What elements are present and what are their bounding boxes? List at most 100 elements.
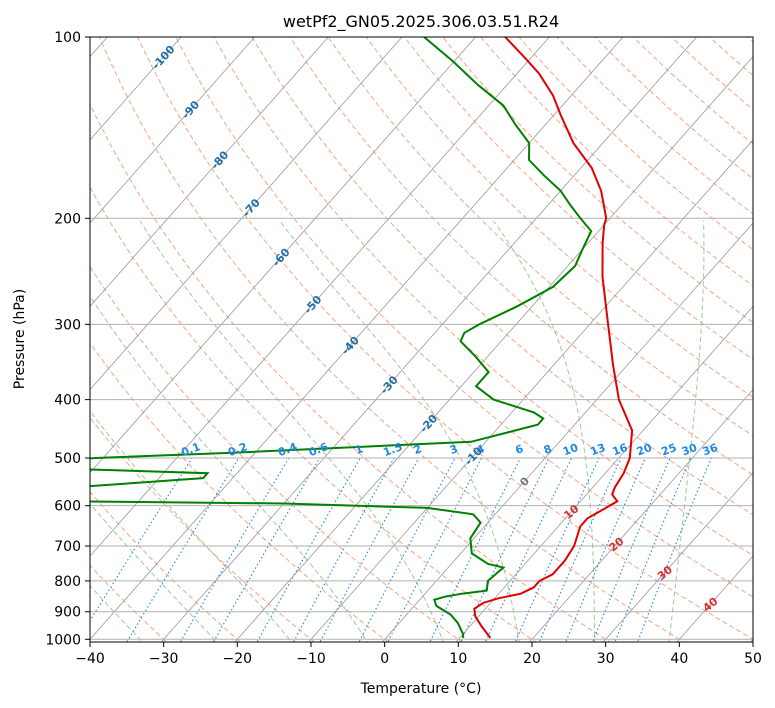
isotherm-line — [90, 37, 403, 391]
mixing-ratio-label: 13 — [588, 441, 607, 458]
isotherm-line — [308, 139, 753, 642]
moist-adiabat-line — [90, 585, 144, 642]
mixing-ratio-label: 8 — [542, 442, 554, 457]
mixing-ratio-line — [514, 457, 600, 642]
mixing-ratio-line — [90, 457, 193, 622]
dewpoint-profile-line — [90, 37, 593, 639]
dry-adiabat-line — [771, 24, 775, 652]
y-tick-label: 500 — [54, 451, 81, 467]
line-labels: 0.1 0.2 0.4 0.6 1 1.5 2 3 4 6 8 10 13 16 20 25 30 36-100-… — [150, 43, 721, 615]
dry-adiabat-line — [90, 186, 537, 642]
isotherms — [90, 37, 753, 642]
dry-adiabat-line — [213, 37, 753, 557]
y-axis: 100 200 300 400 500 600 700 800 900 1000 — [45, 30, 90, 648]
isotherm-label: -100 — [150, 43, 178, 72]
y-tick-label: 400 — [54, 393, 81, 409]
dry-adiabat-line — [403, 37, 753, 361]
mixing-ratio-label: 4 — [475, 442, 487, 457]
y-tick-label: 100 — [54, 30, 81, 46]
isobars — [90, 37, 753, 640]
x-tick-label: −20 — [223, 651, 253, 667]
y-tick-label: 600 — [54, 499, 81, 515]
dry-adiabat-line — [251, 37, 753, 516]
isotherm-line — [90, 37, 256, 224]
x-tick-label: 0 — [380, 651, 389, 667]
x-tick-label: 10 — [449, 651, 467, 667]
mixing-ratio-label: 36 — [701, 441, 720, 459]
mixing-ratio-label: 0.4 — [276, 440, 299, 459]
dry-adiabat-line — [670, 37, 753, 111]
mixing-ratio-line — [591, 457, 671, 642]
moist-adiabat-line — [90, 502, 218, 642]
mixing-ratio-line — [292, 457, 395, 642]
y-axis-label: Pressure (hPa) — [12, 289, 28, 389]
isotherm-line — [750, 638, 753, 642]
isotherm-line — [602, 472, 753, 642]
mixing-ratio-line — [484, 457, 573, 642]
isotherm-line — [90, 37, 477, 474]
mixing-ratio-label: 6 — [513, 442, 525, 457]
mixing-ratio-line — [637, 457, 712, 642]
dry-adiabats — [90, 24, 775, 652]
temperature-profile-line — [473, 37, 634, 639]
x-tick-label: −30 — [149, 651, 179, 667]
mixing-ratio-label: 10 — [561, 441, 580, 459]
chart-title: wetPf2_GN05.2025.306.03.51.R24 — [283, 12, 559, 32]
y-tick-label: 200 — [54, 211, 81, 227]
dry-adiabat-line — [327, 37, 753, 437]
mixing-ratio-label: 3 — [448, 442, 460, 457]
isotherm-line — [90, 37, 550, 557]
mixing-ratio-label: 1.5 — [381, 440, 404, 459]
mixing-ratio-label: 25 — [659, 441, 678, 458]
x-tick-label: −40 — [75, 651, 105, 667]
y-tick-label: 1000 — [45, 632, 81, 648]
x-tick-label: 30 — [597, 651, 615, 667]
mixing-ratio-line — [212, 457, 321, 642]
x-tick-label: −10 — [296, 651, 326, 667]
mixing-ratio-line — [179, 457, 290, 642]
mixing-ratio-label: 1 — [353, 442, 365, 457]
plot-frame — [89, 36, 754, 643]
isotherm-line — [90, 37, 182, 141]
moist-adiabat-line — [139, 220, 444, 642]
dry-adiabat-line — [175, 37, 753, 598]
mixing-ratio-line — [358, 457, 456, 642]
mixing-ratio-line — [565, 457, 646, 642]
mixing-ratio-label: 0.6 — [307, 440, 330, 459]
x-tick-label: 40 — [670, 651, 688, 667]
moist-adiabat-line — [668, 220, 705, 642]
mixing-ratio-label: 0.2 — [226, 440, 249, 459]
x-tick-label: 20 — [523, 651, 541, 667]
dry-adiabat-line — [90, 102, 611, 642]
mixing-ratio-label: 16 — [611, 441, 630, 459]
mixing-ratio-line — [460, 457, 550, 642]
dry-adiabat-line — [90, 416, 316, 642]
isotherm-line — [90, 37, 624, 640]
mixing-ratio-line — [256, 457, 361, 642]
isotherm-line — [455, 305, 753, 642]
isotherm-line — [381, 222, 753, 642]
dry-adiabat-line — [708, 37, 753, 77]
dry-adiabat-line — [99, 37, 685, 642]
profile-lines — [90, 37, 634, 639]
mixing-ratio-label: 0.1 — [179, 440, 202, 459]
moist-adiabat-line — [279, 220, 520, 642]
isotherm-line — [90, 37, 329, 307]
dry-adiabat-line — [90, 265, 463, 642]
dry-adiabat-line — [90, 490, 242, 642]
isotherm-line — [160, 37, 698, 642]
mixing-ratio-line — [429, 457, 521, 642]
mixing-ratio-line — [538, 457, 622, 642]
dry-adiabat-line — [137, 37, 753, 640]
dry-adiabat-line — [594, 37, 753, 180]
moist-adiabat-line — [90, 295, 368, 642]
x-axis: −40 −30 −20 −10 0 10 20 30 40 50 — [75, 642, 762, 667]
mixing-ratio-label: 30 — [680, 441, 699, 459]
dry-adiabat-line — [632, 37, 753, 145]
isotherm-line — [234, 56, 753, 642]
x-tick-label: 50 — [744, 651, 762, 667]
y-tick-label: 900 — [54, 605, 81, 621]
dry-adiabat-line — [556, 37, 753, 215]
isotherm-line — [529, 388, 753, 642]
